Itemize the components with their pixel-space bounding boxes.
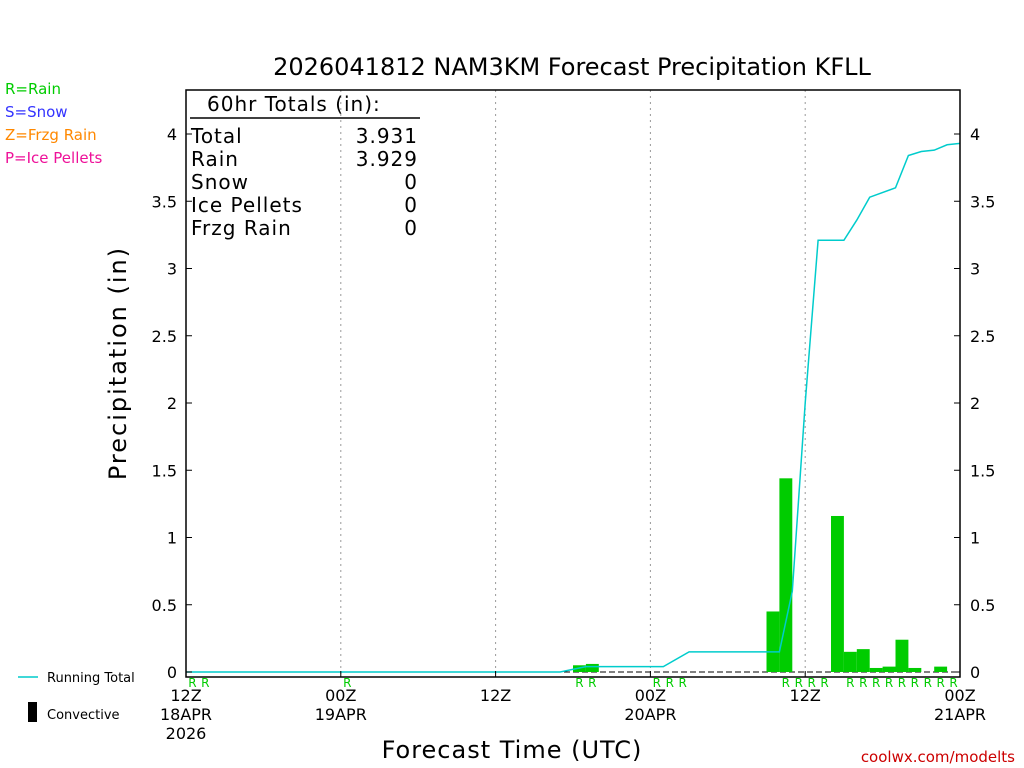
totals-row-value: 0 [404,216,418,240]
rain-marker: R [653,676,661,690]
precip-bar [779,478,793,672]
x-tick-label: 12Z [480,686,511,705]
y-tick-label-left: 0.5 [152,596,177,615]
precip-bar [843,651,857,672]
rain-marker: R [795,676,803,690]
totals-row-value: 3.931 [356,124,418,148]
x-tick-label: 12Z [790,686,821,705]
y-tick-label-left: 4 [167,125,177,144]
running-total-legend-label: Running Total [47,671,135,686]
totals-row-label: Snow [191,170,249,194]
rain-marker: R [949,676,957,690]
y-tick-label-left: 0 [167,663,177,682]
plot-frame [185,89,961,678]
rain-marker: R [201,676,209,690]
legend-rain: R=Rain [5,80,61,98]
precip-bar [766,611,780,672]
totals-row-value: 3.929 [356,147,418,171]
y-tick-label-left: 1 [167,529,177,548]
y-tick-label-right: 4 [970,125,980,144]
y-tick-label-left: 3.5 [152,192,177,211]
totals-row-value: 0 [404,193,418,217]
legend-frzg-rain: Z=Frzg Rain [5,126,97,144]
rain-marker: R [782,676,790,690]
y-tick-label-right: 0 [970,663,980,682]
rain-marker: R [859,676,867,690]
rain-marker: R [820,676,828,690]
rain-marker: R [924,676,932,690]
totals-header: 60hr Totals (in): [207,92,381,116]
precip-bar [869,667,883,672]
precip-bar [831,515,844,672]
convective-legend-swatch [28,702,37,722]
totals-box: 60hr Totals (in): Total 3.931 Rain 3.929 Sno… [190,92,420,240]
running-total-polyline [186,142,961,673]
totals-row-label: Total [190,124,243,148]
x-tick-label: 2026 [166,724,207,743]
series-legend: Running Total Convective [18,671,135,723]
y-tick-label-left: 1.5 [152,461,177,480]
rain-marker: R [666,676,674,690]
rain-marker: R [588,676,596,690]
y-tick-label-right: 3 [970,260,980,279]
totals-row-label: Rain [191,147,239,171]
totals-rows: Total 3.931 Rain 3.929 Snow 0 Ice Pellets 0 Frzg… [190,124,418,240]
precip-bar [934,666,948,672]
precip-bar [895,639,909,672]
y-tick-label-right: 3.5 [970,192,995,211]
precip-bar [585,663,599,672]
precip-bar [908,667,922,672]
credit-text: coolwx.com/modelts [861,748,1015,766]
precip-bars [573,478,948,672]
precip-bar [882,666,896,672]
rain-marker: R [678,676,686,690]
convective-legend-label: Convective [47,708,120,723]
y-tick-label-right: 2.5 [970,327,995,346]
y-axis-label: Precipitation (in) [104,246,132,480]
x-tick-label: 21APR [934,705,986,724]
plot-border [185,89,961,678]
x-tick-label: 00Z [635,686,666,705]
x-tick-label: 18APR [160,705,212,724]
rain-marker: R [872,676,880,690]
x-tick-label: 12Z [170,686,201,705]
rain-marker: R [885,676,893,690]
rain-marker: R [936,676,944,690]
precip-bar [856,649,870,672]
y-axis-ticks: 0 00.5 0.51 11.5 1.52 22.5 2.53 33.5 3.54 4 [152,125,996,682]
y-tick-label-right: 1.5 [970,461,995,480]
y-tick-label-left: 3 [167,260,177,279]
totals-row-label: Frzg Rain [191,216,292,240]
rain-marker: R [898,676,906,690]
y-tick-label-right: 2 [970,394,980,413]
totals-row-label: Ice Pellets [191,193,303,217]
y-tick-label-left: 2 [167,394,177,413]
rain-marker: R [807,676,815,690]
rain-marker: R [911,676,919,690]
x-tick-label: 19APR [315,705,367,724]
totals-row-value: 0 [404,170,418,194]
rain-marker: R [846,676,854,690]
y-tick-label-right: 0.5 [970,596,995,615]
x-tick-label: 20APR [624,705,676,724]
rain-marker: R [575,676,583,690]
x-axis-label: Forecast Time (UTC) [382,736,643,764]
rain-marker: R [343,676,351,690]
rain-marker: R [188,676,196,690]
running-total-line [186,142,961,673]
x-tick-label: 00Z [325,686,356,705]
legend-ice-pellets: P=Ice Pellets [5,149,103,167]
legend-snow: S=Snow [5,103,68,121]
y-tick-label-right: 1 [970,529,980,548]
chart-title: 2026041812 NAM3KM Forecast Precipitation… [273,53,871,81]
x-tick-label: 00Z [944,686,975,705]
y-tick-label-left: 2.5 [152,327,177,346]
